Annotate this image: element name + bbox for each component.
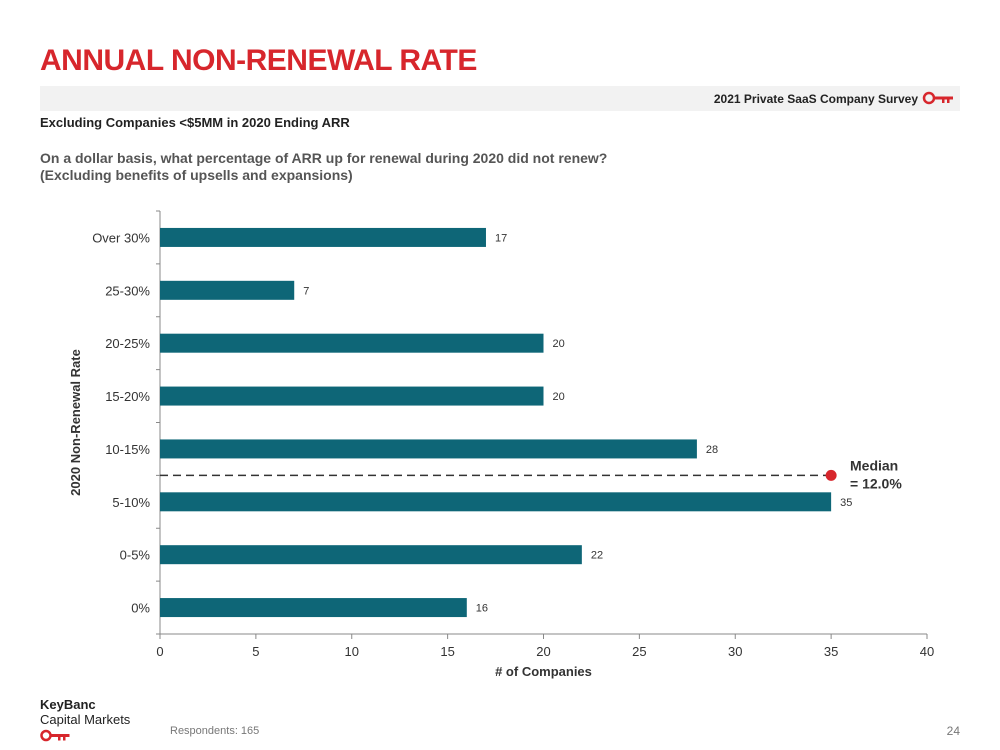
x-tick-label: 0 — [156, 644, 163, 659]
brand-logo: KeyBanc Capital Markets — [40, 697, 130, 747]
data-label: 20 — [553, 391, 565, 403]
bar — [160, 333, 544, 353]
data-label: 17 — [495, 232, 507, 244]
data-label: 20 — [553, 338, 565, 350]
bar — [160, 280, 295, 300]
median-label: Median — [850, 457, 898, 473]
bar — [160, 598, 467, 618]
survey-label: 2021 Private SaaS Company Survey — [713, 92, 918, 106]
bar — [160, 545, 582, 565]
x-tick-label: 20 — [536, 644, 550, 659]
bar — [160, 386, 544, 406]
x-tick-label: 25 — [632, 644, 646, 659]
page-title: ANNUAL NON-RENEWAL RATE — [40, 44, 477, 77]
x-tick-label: 15 — [440, 644, 454, 659]
y-tick-label: 15-20% — [105, 389, 150, 404]
brand-subname: Capital Markets — [40, 712, 131, 727]
y-tick-label: 20-25% — [105, 336, 150, 351]
brand-name: KeyBanc — [40, 697, 96, 712]
bar — [160, 492, 832, 512]
x-tick-label: 40 — [920, 644, 934, 659]
y-tick-label: 5-10% — [112, 495, 150, 510]
data-label: 7 — [303, 285, 309, 297]
data-label: 35 — [840, 497, 852, 509]
data-label: 22 — [591, 550, 603, 562]
y-tick-label: 0-5% — [120, 548, 151, 563]
x-tick-label: 30 — [728, 644, 742, 659]
data-label: 16 — [476, 603, 488, 615]
y-tick-label: 25-30% — [105, 283, 150, 298]
y-tick-label: 0% — [131, 601, 150, 616]
bar — [160, 227, 486, 247]
y-tick-label: Over 30% — [92, 230, 150, 245]
survey-question: On a dollar basis, what percentage of AR… — [40, 150, 608, 183]
respondents-note: Respondents: 165 — [170, 725, 260, 737]
page-number: 24 — [946, 724, 960, 738]
y-axis-label: 2020 Non-Renewal Rate — [68, 349, 83, 496]
survey-banner: 2021 Private SaaS Company Survey — [40, 86, 960, 111]
key-icon — [40, 729, 130, 747]
x-tick-label: 5 — [252, 644, 259, 659]
x-axis-label: # of Companies — [495, 664, 592, 679]
y-tick-label: 10-15% — [105, 442, 150, 457]
bar — [160, 439, 697, 459]
median-marker — [825, 469, 837, 481]
x-tick-label: 10 — [345, 644, 359, 659]
x-tick-label: 35 — [824, 644, 838, 659]
key-icon — [922, 91, 956, 110]
median-value-label: = 12.0% — [850, 475, 902, 491]
data-label: 28 — [706, 444, 718, 456]
chart-subtitle: Excluding Companies <$5MM in 2020 Ending… — [40, 115, 350, 130]
